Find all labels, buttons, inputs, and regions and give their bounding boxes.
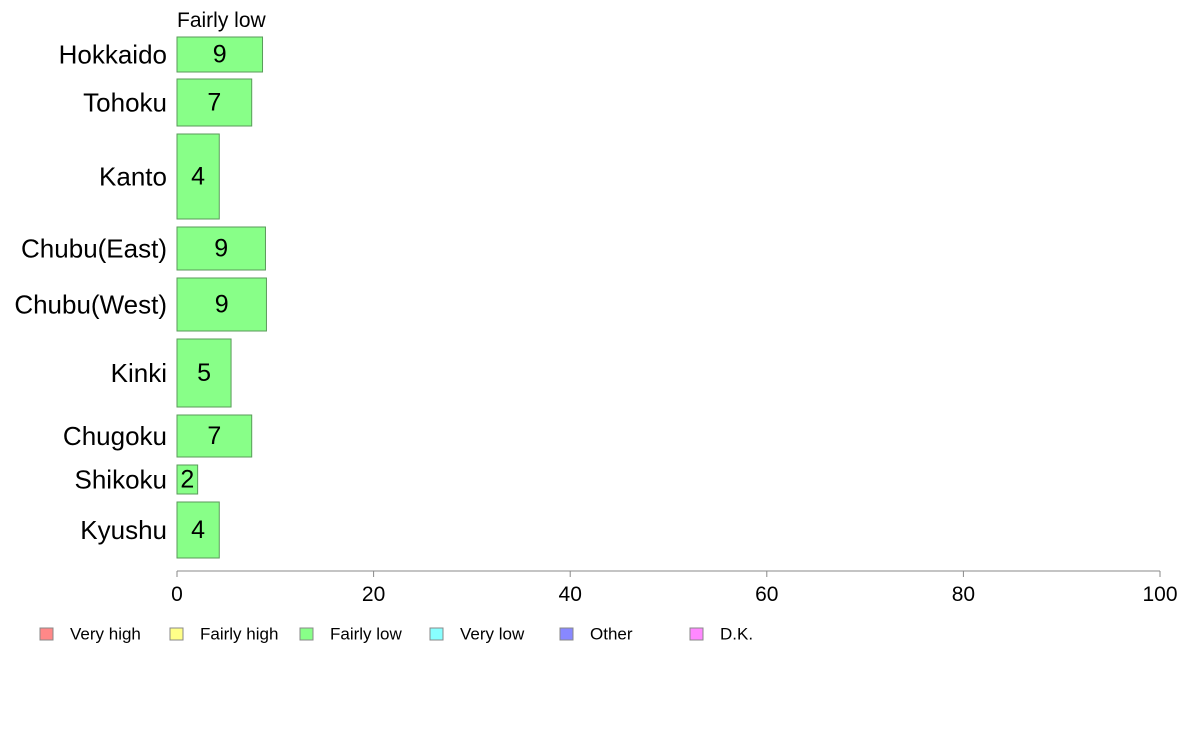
bar [176,277,267,332]
bar [176,464,199,495]
legend-label: Other [590,625,633,644]
bars-layer: Hokkaido 9 Tohoku 7 Kanto 4 Chubu(East) 9 Chubu(… [14,36,267,559]
x-tick-label: 80 [952,583,975,606]
bar-value-label: 7 [207,89,221,117]
legend-swatch [39,627,54,641]
bar [176,501,220,559]
category-label: Kanto [99,162,167,192]
category-label: Kinki [111,358,167,388]
legend-label: Very high [70,625,141,644]
category-label: Hokkaido [59,40,167,70]
x-tick-label: 40 [559,583,582,606]
category-label: Tohoku [83,88,167,118]
x-tick-label: 20 [362,583,385,606]
bar-value-label: 2 [180,466,194,494]
bar [176,338,232,408]
bar-value-label: 4 [191,516,205,544]
bar [176,414,253,458]
bar-value-label: 9 [214,235,228,263]
legend-label: Very low [460,625,525,644]
bar-value-label: 9 [215,291,229,319]
legend-swatch [169,627,184,641]
legend-label: Fairly high [200,625,278,644]
bar [176,133,220,220]
bar [176,36,264,73]
legend-label: Fairly low [330,625,403,644]
panel-title: Fairly low [177,9,267,32]
bar-value-label: 9 [213,41,227,69]
bar [176,78,253,127]
legend-swatch [559,627,574,641]
category-label: Chubu(West) [14,290,167,320]
category-label: Chubu(East) [21,234,167,264]
bar-value-label: 4 [191,163,205,191]
legend-label: D.K. [720,625,753,644]
legend-swatch [299,627,314,641]
x-axis: 0 20 40 60 80 100 [171,570,1178,606]
bar [176,226,266,271]
legend-swatch [429,627,444,641]
legend-swatch [689,627,704,641]
x-tick-label: 100 [1142,583,1177,606]
legend: Very high Fairly high Fairly low Very low Ot… [39,625,753,644]
x-tick-label: 0 [171,583,183,606]
category-label: Chugoku [63,421,167,451]
bar-value-label: 5 [197,359,211,387]
category-label: Kyushu [80,515,167,545]
category-label: Shikoku [75,465,168,495]
bar-value-label: 7 [207,422,221,450]
x-tick-label: 60 [755,583,778,606]
